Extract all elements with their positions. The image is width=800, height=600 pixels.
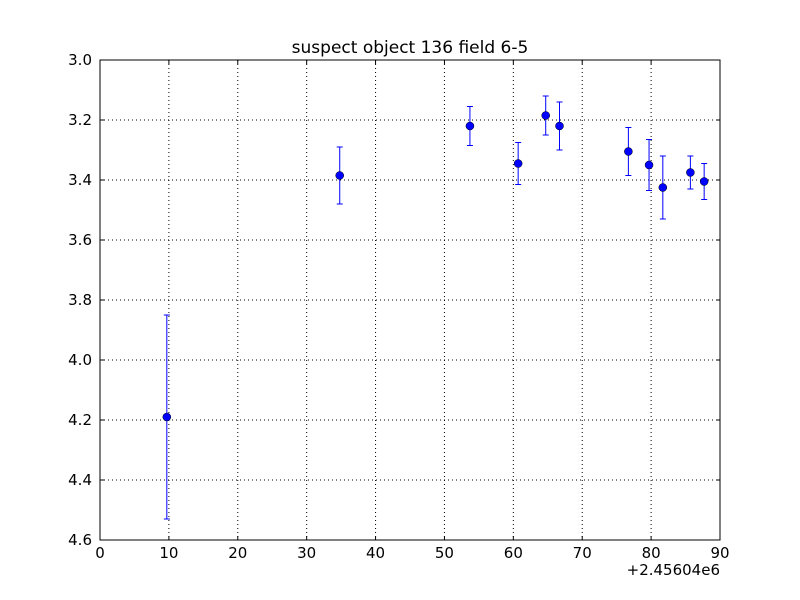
y-tick-label: 3.2 — [68, 111, 92, 129]
x-tick-label: 10 — [159, 544, 178, 562]
y-tick-label: 4.2 — [68, 411, 92, 429]
data-point — [335, 171, 344, 180]
x-axis-tick-labels: 0 10 20 30 40 50 60 70 80 90 — [95, 544, 729, 562]
y-tick-label: 3.0 — [68, 51, 92, 69]
y-tick-label: 3.6 — [68, 231, 92, 249]
data-point — [513, 159, 523, 168]
axis-ticks — [99, 59, 721, 541]
data-point — [699, 177, 709, 186]
y-tick-label: 4.6 — [68, 531, 92, 549]
y-tick-label: 3.4 — [68, 171, 92, 189]
x-tick-label: 20 — [228, 544, 247, 562]
x-tick-label: 70 — [573, 544, 592, 562]
y-tick-label: 4.0 — [68, 351, 92, 369]
y-tick-label: 3.8 — [68, 291, 92, 309]
data-point — [686, 168, 695, 177]
data-point — [541, 111, 550, 120]
data-point — [162, 412, 172, 422]
data-point — [658, 183, 668, 192]
y-axis-tick-labels: 3.0 3.2 3.4 3.6 3.8 4.0 4.2 4.4 4.6 — [68, 51, 92, 549]
x-tick-label: 50 — [435, 544, 454, 562]
data-series — [162, 95, 709, 520]
x-axis-offset-label: +2.45604e6 — [627, 561, 720, 579]
data-point — [624, 147, 633, 156]
x-tick-label: 90 — [710, 544, 729, 562]
x-tick-label: 80 — [642, 544, 661, 562]
data-point — [644, 160, 654, 170]
x-tick-label: 40 — [366, 544, 385, 562]
x-tick-label: 30 — [297, 544, 316, 562]
y-tick-label: 4.4 — [68, 471, 92, 489]
x-tick-label: 0 — [95, 544, 105, 562]
chart-title: suspect object 136 field 6-5 — [292, 38, 529, 58]
data-point — [555, 121, 564, 131]
x-tick-label: 60 — [504, 544, 523, 562]
data-point — [465, 121, 475, 131]
